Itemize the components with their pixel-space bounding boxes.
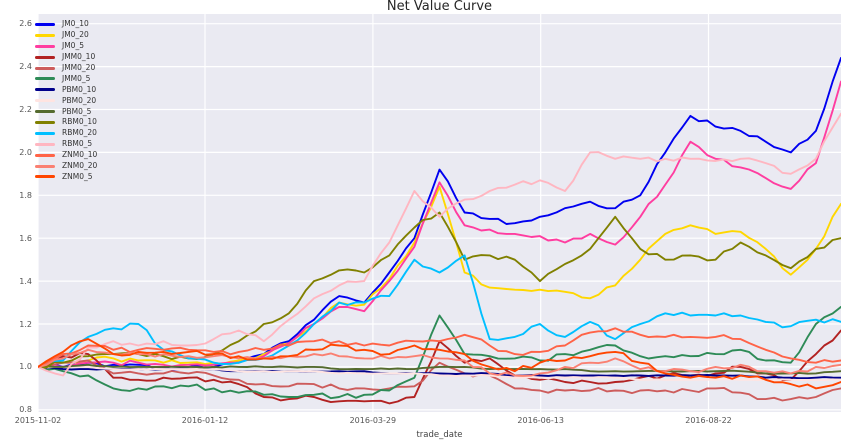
y-tick-label: 2.0 [19, 147, 32, 157]
legend-label: RBM0_10 [62, 117, 97, 127]
legend-label: ZNM0_10 [62, 150, 98, 160]
legend-label: PBM0_5 [62, 106, 92, 116]
legend-label: PBM0_10 [62, 84, 97, 94]
series-line-ZNM0_5 [38, 338, 841, 390]
legend-swatch-RBM0_10 [35, 120, 55, 124]
legend-label: RBM0_5 [62, 139, 93, 149]
legend-label: JMM0_10 [62, 52, 96, 62]
legend-label: JMM0_5 [62, 73, 91, 83]
x-tick-label: 2016-08-22 [685, 416, 732, 425]
legend-swatch-JM0_10 [35, 22, 55, 26]
series-line-ZNM0_10 [38, 327, 841, 368]
series-line-JMM0_20 [38, 359, 841, 402]
legend-item: JMM0_5 [35, 73, 97, 84]
series-line-JMM0_5 [38, 305, 841, 400]
legend-swatch-PBM0_5 [35, 110, 55, 114]
legend-swatch-JMM0_20 [35, 66, 55, 70]
plot-area [38, 14, 841, 412]
legend-item: RBM0_10 [35, 117, 97, 128]
x-tick-label: 2016-01-12 [181, 416, 229, 425]
legend-label: JM0_5 [62, 41, 84, 51]
legend-item: RBM0_20 [35, 128, 97, 139]
legend-item: JM0_5 [35, 41, 97, 52]
legend-item: ZNM0_10 [35, 150, 97, 161]
legend-item: JMM0_10 [35, 52, 97, 63]
y-tick-label: 1.6 [19, 233, 32, 243]
legend-item: RBM0_5 [35, 139, 97, 150]
legend-label: JMM0_20 [62, 63, 96, 72]
series-line-ZNM0_20 [38, 348, 841, 377]
legend-item: PBM0_10 [35, 84, 97, 95]
y-tick-label: 1.0 [19, 362, 32, 372]
chart-title: Net Value Curve [386, 0, 493, 14]
y-tick-label: 1.8 [19, 190, 32, 200]
chart-svg [38, 14, 841, 412]
x-tick-label: 2016-06-13 [517, 416, 564, 425]
legend-label: ZNM0_20 [62, 161, 98, 171]
y-tick-label: 2.2 [19, 104, 32, 114]
legend-swatch-ZNM0_5 [35, 175, 55, 179]
legend-label: PBM0_20 [62, 95, 97, 105]
series-line-JM0_20 [38, 185, 841, 368]
legend-item: JM0_10 [35, 19, 97, 30]
x-tick-label: 2016-03-29 [349, 416, 397, 425]
series-line-JM0_5 [38, 80, 841, 369]
legend-swatch-ZNM0_20 [35, 164, 55, 168]
legend-swatch-JM0_5 [35, 44, 55, 48]
legend-swatch-JMM0_10 [35, 55, 55, 59]
y-tick-label: 1.2 [19, 319, 32, 329]
y-tick-label: 1.4 [19, 276, 32, 286]
legend-item: JM0_20 [35, 30, 97, 41]
series-line-RBM0_5 [38, 112, 841, 377]
x-tick-label: 2015-11-02 [14, 416, 62, 425]
y-tick-label: 0.8 [19, 405, 32, 415]
legend-label: JM0_20 [62, 30, 89, 40]
legend-swatch-PBM0_10 [35, 88, 55, 92]
series-line-RBM0_10 [38, 211, 841, 369]
legend-swatch-RBM0_5 [35, 142, 55, 146]
y-tick-label: 2.6 [19, 19, 32, 29]
x-axis: 2015-11-02 2016-01-12 2016-03-29 2016-06-13… [15, 416, 841, 428]
legend-swatch-PBM0_20 [35, 99, 55, 103]
legend-item: JMM0_20 [35, 63, 97, 74]
legend-swatch-ZNM0_10 [35, 153, 55, 157]
legend-label: ZNM0_5 [62, 171, 93, 181]
legend-swatch-RBM0_20 [35, 131, 55, 135]
legend-label: JM0_10 [62, 19, 89, 29]
legend-swatch-JMM0_5 [35, 77, 55, 81]
legend-item: ZNM0_20 [35, 161, 97, 172]
y-axis: 0.8 1.0 1.2 1.4 1.6 1.8 2.0 2.2 2.4 2.6 [0, 14, 35, 415]
series-line-PBM0_20 [38, 365, 841, 382]
legend: JM0_10 JM0_20 JM0_5 JMM0_10 JMM0_20 JMM0_5 PBM… [35, 19, 97, 182]
legend-item: PBM0_20 [35, 95, 97, 106]
y-tick-label: 2.4 [19, 62, 32, 72]
series-line-PBM0_5 [38, 363, 841, 375]
series-line-RBM0_20 [38, 254, 841, 368]
legend-item: ZNM0_5 [35, 171, 97, 182]
legend-item: PBM0_5 [35, 106, 97, 117]
legend-swatch-JM0_20 [35, 33, 55, 37]
x-axis-label: trade_date [416, 430, 463, 440]
legend-label: RBM0_20 [62, 128, 97, 138]
